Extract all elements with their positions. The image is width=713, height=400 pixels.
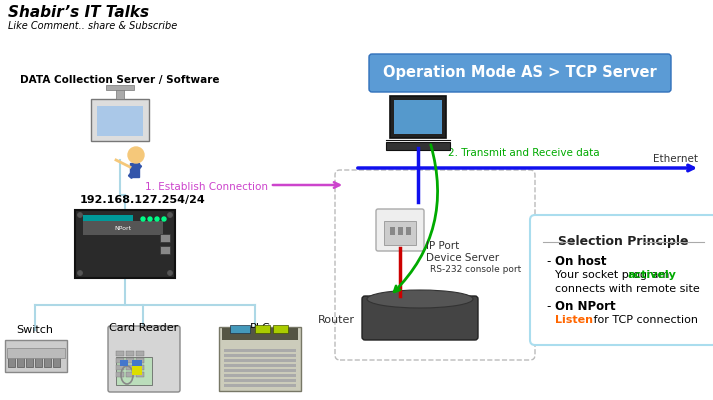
Bar [273,325,288,333]
Bar [132,365,142,375]
FancyBboxPatch shape [108,326,180,392]
Bar [5,340,67,372]
Bar [384,221,416,245]
Bar [222,328,298,340]
Text: 192.168.127.254/24: 192.168.127.254/24 [80,195,206,205]
FancyBboxPatch shape [376,209,424,251]
Ellipse shape [367,290,473,308]
Text: On host: On host [555,255,607,268]
Bar [224,364,296,367]
Bar [116,89,124,99]
Bar [224,349,296,352]
Bar [160,234,170,242]
Bar [224,374,296,377]
Text: On NPort: On NPort [555,300,615,313]
Bar [44,357,51,367]
FancyBboxPatch shape [219,327,301,391]
Circle shape [162,217,166,221]
Text: -: - [547,255,555,268]
Text: IP Port: IP Port [426,241,459,251]
Text: Your socket program: Your socket program [555,270,673,280]
Bar [106,85,134,90]
Bar [126,358,134,363]
Bar [35,357,42,367]
Circle shape [168,212,173,218]
Bar [406,227,411,235]
Bar [7,348,65,358]
Bar [26,357,33,367]
Bar [224,379,296,382]
Bar [8,357,15,367]
Bar [136,351,144,356]
Text: Router: Router [318,315,355,325]
Text: Operation Mode AS > TCP Server: Operation Mode AS > TCP Server [383,66,657,80]
Bar [224,369,296,372]
Text: for TCP connection: for TCP connection [590,315,698,325]
Bar [394,100,442,134]
Text: Like Comment.. share & Subscribe: Like Comment.. share & Subscribe [8,21,178,31]
Bar [224,354,296,357]
Bar [116,351,124,356]
Bar [120,360,128,366]
Bar [136,372,144,377]
Circle shape [78,270,83,276]
Bar [386,142,450,150]
Bar [136,365,144,370]
Text: -: - [547,300,555,313]
Text: Shabir’s IT Talks: Shabir’s IT Talks [8,5,149,20]
FancyBboxPatch shape [362,296,478,340]
Bar [126,372,134,377]
Circle shape [155,217,159,221]
Text: 1. Establish Connection: 1. Establish Connection [145,182,268,192]
Text: Listen: Listen [555,315,593,325]
Text: Card Reader: Card Reader [109,323,179,333]
Circle shape [148,217,152,221]
Text: actively: actively [627,270,676,280]
Bar [255,325,270,333]
Bar [83,215,133,222]
FancyBboxPatch shape [530,215,713,345]
Bar [116,357,152,385]
FancyArrow shape [128,164,142,178]
Bar [160,246,170,254]
Bar [116,372,124,377]
Bar [97,106,143,136]
Bar [224,384,296,387]
FancyArrow shape [130,163,138,177]
Bar [75,210,175,278]
Bar [126,365,134,370]
Bar [116,358,124,363]
FancyBboxPatch shape [91,99,149,141]
Bar [230,325,250,333]
Bar [126,351,134,356]
Text: connects with remote site: connects with remote site [555,284,699,294]
Text: Ethernet: Ethernet [653,154,698,164]
Text: Device Server: Device Server [426,253,499,263]
Text: PLC: PLC [250,323,270,333]
Bar [398,227,403,235]
Text: Switch: Switch [16,325,53,335]
Bar [132,360,142,366]
Bar [390,227,395,235]
Text: RS-232 console port: RS-232 console port [430,266,521,274]
Circle shape [141,217,145,221]
FancyBboxPatch shape [390,96,446,138]
Text: 2. Transmit and Receive data: 2. Transmit and Receive data [448,148,600,158]
Bar [136,358,144,363]
Bar [83,221,163,235]
FancyBboxPatch shape [369,54,671,92]
Circle shape [128,147,144,163]
Bar [116,365,124,370]
Text: NPort: NPort [115,226,132,230]
Text: DATA Collection Server / Software: DATA Collection Server / Software [20,75,220,85]
Text: Selection Principle: Selection Principle [558,235,689,248]
Bar [224,359,296,362]
Bar [53,357,60,367]
Circle shape [168,270,173,276]
Circle shape [78,212,83,218]
Bar [17,357,24,367]
